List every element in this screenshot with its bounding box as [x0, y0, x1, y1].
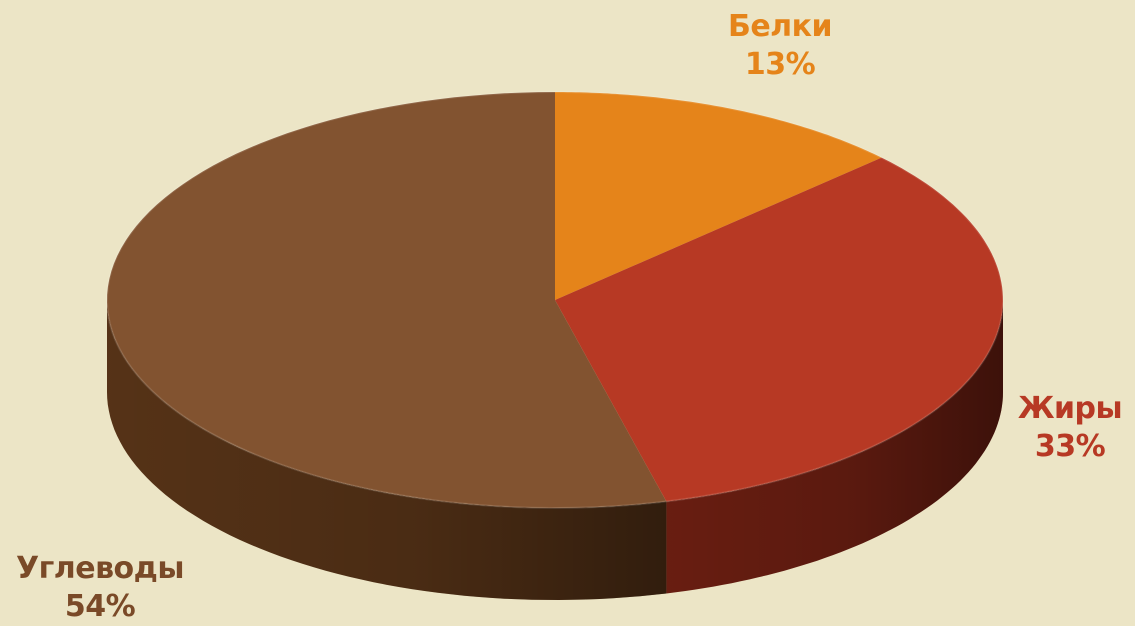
pie-slice-carbs — [107, 92, 667, 508]
slice-label-carbs: Углеводы 54% — [0, 550, 200, 626]
slice-label-value: 54% — [64, 589, 136, 624]
slice-label-fats: Жиры 33% — [1005, 390, 1135, 466]
pie-slice-proteins — [555, 92, 882, 300]
slice-label-value: 33% — [1034, 429, 1106, 464]
pie-slice-fats-side-shade — [666, 300, 1003, 594]
pie-slice-carbs-side-shade — [107, 300, 667, 600]
pie-rim-highlight — [106, 91, 1004, 509]
slice-label-name: Жиры — [1017, 391, 1123, 426]
slice-label-value: 13% — [744, 47, 816, 82]
slice-label-proteins: Белки 13% — [700, 8, 860, 84]
slice-label-name: Белки — [727, 9, 833, 44]
pie-slice-fats — [555, 157, 1003, 502]
slice-label-name: Углеводы — [15, 551, 185, 586]
